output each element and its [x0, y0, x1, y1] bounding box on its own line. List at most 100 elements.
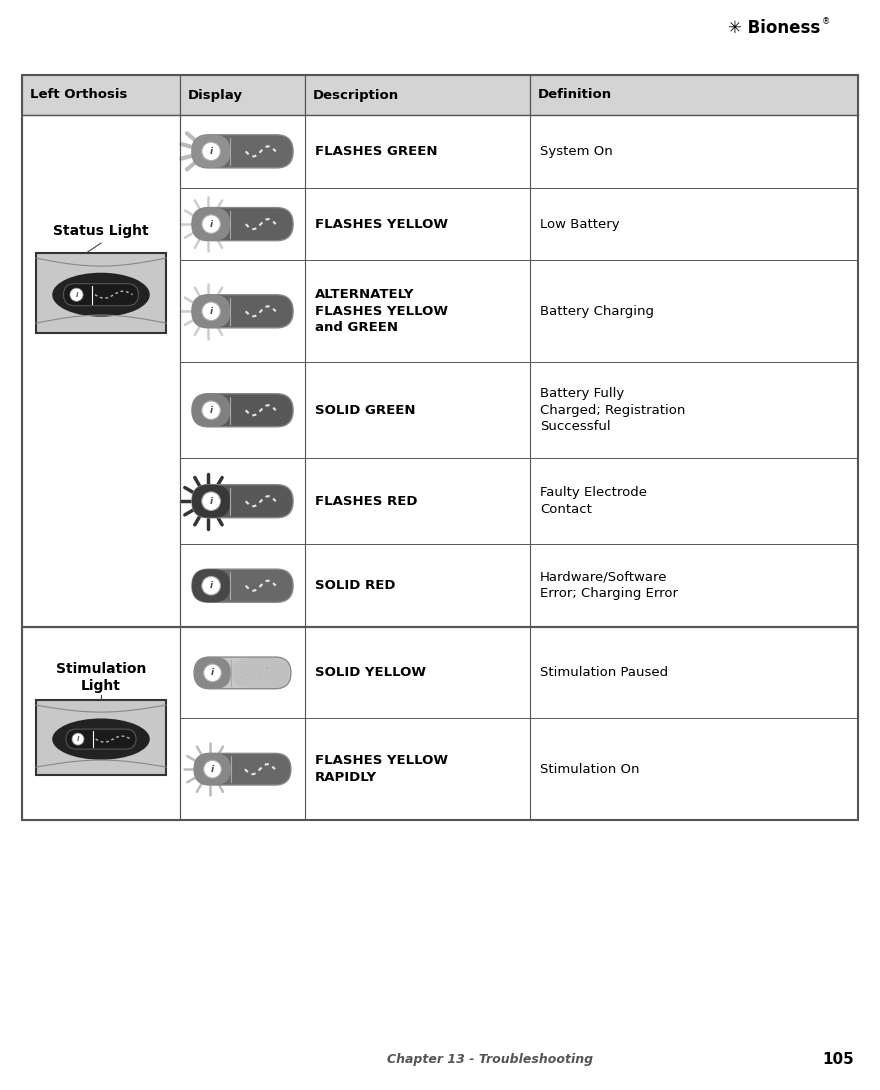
FancyBboxPatch shape — [192, 207, 231, 241]
Circle shape — [202, 401, 220, 420]
Text: FLASHES GREEN: FLASHES GREEN — [315, 145, 437, 158]
Circle shape — [70, 288, 83, 301]
FancyBboxPatch shape — [192, 393, 293, 427]
Text: SOLID GREEN: SOLID GREEN — [315, 403, 415, 416]
Bar — [180, 544, 305, 628]
Text: i: i — [76, 292, 77, 298]
Bar — [180, 628, 305, 718]
Text: Status Light: Status Light — [53, 225, 149, 238]
FancyBboxPatch shape — [192, 294, 231, 328]
Text: i: i — [209, 306, 213, 316]
Circle shape — [202, 142, 220, 160]
Text: Description: Description — [313, 88, 400, 101]
Text: Faulty Electrode
Contact: Faulty Electrode Contact — [540, 486, 647, 516]
FancyBboxPatch shape — [192, 135, 231, 168]
Bar — [530, 362, 858, 459]
Text: Stimulation
Light: Stimulation Light — [55, 662, 146, 693]
FancyBboxPatch shape — [63, 283, 138, 305]
FancyBboxPatch shape — [194, 657, 231, 689]
Text: Battery Fully
Charged; Registration
Successful: Battery Fully Charged; Registration Succ… — [540, 387, 686, 433]
Bar — [22, 75, 858, 820]
Bar — [305, 261, 530, 362]
Ellipse shape — [52, 718, 150, 760]
Bar — [530, 116, 858, 187]
Text: ✳ Bioness: ✳ Bioness — [728, 19, 820, 37]
Text: ALTERNATELY
FLASHES YELLOW
and GREEN: ALTERNATELY FLASHES YELLOW and GREEN — [315, 289, 448, 335]
Text: i: i — [209, 147, 213, 156]
Bar — [22, 628, 180, 820]
FancyBboxPatch shape — [194, 657, 291, 689]
Text: i: i — [211, 668, 214, 677]
Circle shape — [202, 577, 220, 595]
Bar — [305, 718, 530, 820]
Text: SOLID RED: SOLID RED — [315, 579, 395, 592]
Text: Stimulation Paused: Stimulation Paused — [540, 666, 668, 679]
Text: Low Battery: Low Battery — [540, 218, 620, 231]
Text: Left Orthosis: Left Orthosis — [30, 88, 128, 101]
Text: Battery Charging: Battery Charging — [540, 305, 654, 318]
FancyBboxPatch shape — [192, 135, 293, 168]
Bar — [180, 261, 305, 362]
FancyBboxPatch shape — [194, 753, 231, 785]
Circle shape — [203, 664, 222, 681]
Circle shape — [202, 492, 220, 510]
Bar — [530, 459, 858, 544]
Bar — [36, 253, 166, 334]
FancyBboxPatch shape — [192, 569, 293, 603]
Bar — [180, 116, 305, 187]
FancyBboxPatch shape — [194, 753, 291, 785]
Bar — [530, 718, 858, 820]
Bar — [22, 116, 180, 628]
Text: ®: ® — [822, 17, 830, 26]
Bar — [305, 628, 530, 718]
Bar — [180, 187, 305, 261]
FancyBboxPatch shape — [233, 658, 289, 688]
Wedge shape — [197, 144, 209, 159]
Text: i: i — [209, 219, 213, 229]
Text: i: i — [209, 581, 213, 590]
Text: FLASHES YELLOW
RAPIDLY: FLASHES YELLOW RAPIDLY — [315, 754, 448, 784]
FancyBboxPatch shape — [192, 207, 293, 241]
Text: i: i — [211, 765, 214, 774]
Text: Stimulation On: Stimulation On — [540, 763, 640, 776]
Bar — [180, 75, 305, 116]
Bar — [180, 362, 305, 459]
FancyBboxPatch shape — [192, 294, 293, 328]
Bar — [305, 116, 530, 187]
Circle shape — [203, 761, 222, 778]
Circle shape — [72, 734, 84, 746]
Bar — [22, 75, 858, 820]
Bar — [530, 628, 858, 718]
Text: FLASHES RED: FLASHES RED — [315, 495, 417, 508]
Bar — [36, 700, 166, 775]
Text: FLASHES YELLOW: FLASHES YELLOW — [315, 218, 448, 231]
Text: i: i — [209, 405, 213, 415]
Text: Chapter 13 - Troubleshooting: Chapter 13 - Troubleshooting — [387, 1054, 593, 1066]
Text: i: i — [209, 497, 213, 506]
Bar — [305, 75, 530, 116]
FancyBboxPatch shape — [192, 569, 231, 603]
Ellipse shape — [52, 272, 150, 317]
Bar — [530, 187, 858, 261]
Bar — [530, 261, 858, 362]
Text: Hardware/Software
Error; Charging Error: Hardware/Software Error; Charging Error — [540, 571, 678, 601]
FancyBboxPatch shape — [192, 485, 231, 518]
FancyBboxPatch shape — [66, 729, 136, 749]
Circle shape — [202, 215, 220, 233]
Bar — [305, 362, 530, 459]
Bar — [305, 459, 530, 544]
FancyBboxPatch shape — [192, 393, 231, 427]
Text: System On: System On — [540, 145, 612, 158]
Bar — [530, 544, 858, 628]
Bar — [180, 459, 305, 544]
Text: Definition: Definition — [538, 88, 612, 101]
Bar — [305, 544, 530, 628]
Text: 105: 105 — [822, 1053, 854, 1067]
Circle shape — [202, 302, 220, 320]
FancyBboxPatch shape — [192, 485, 293, 518]
Bar — [305, 187, 530, 261]
Text: SOLID YELLOW: SOLID YELLOW — [315, 666, 426, 679]
Text: Display: Display — [188, 88, 243, 101]
Bar — [530, 75, 858, 116]
Bar — [180, 718, 305, 820]
